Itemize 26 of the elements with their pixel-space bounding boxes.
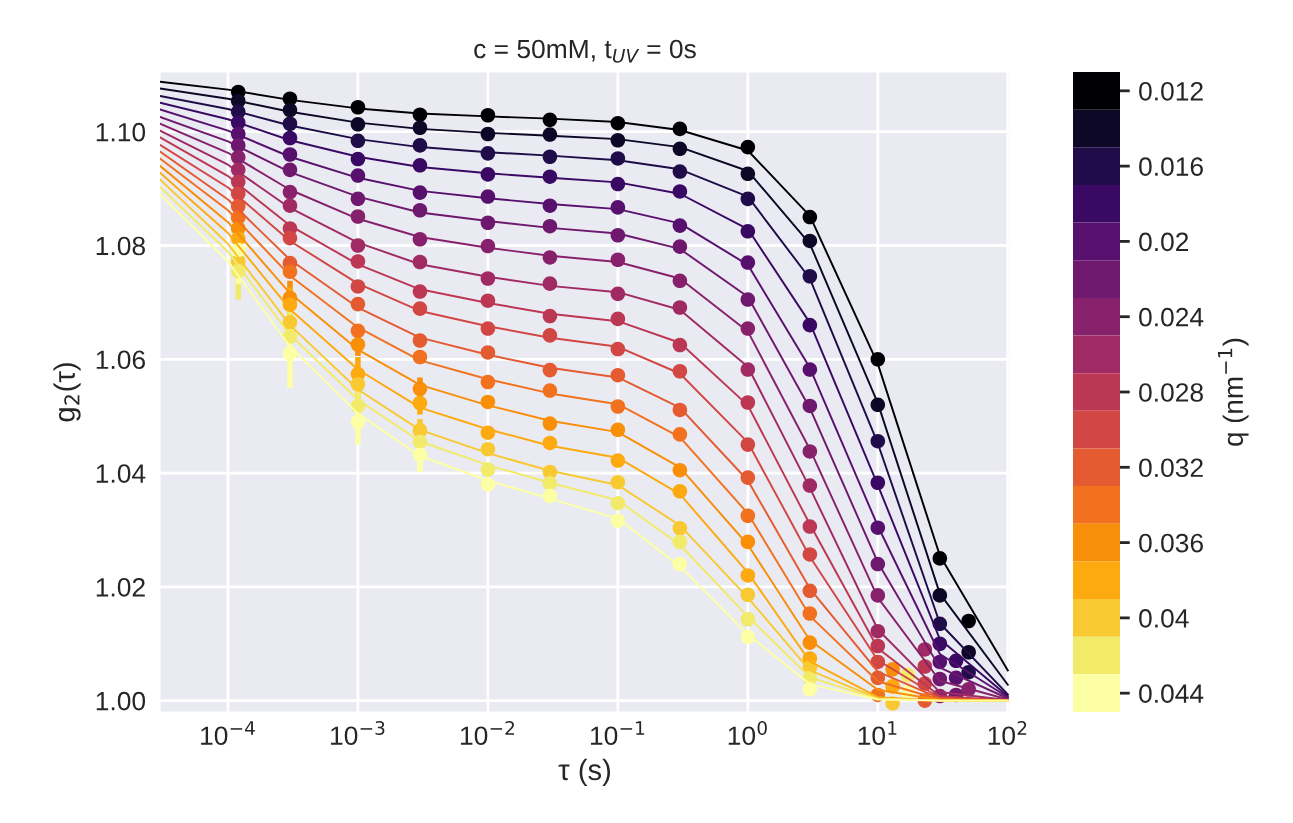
color-bar-label: 0.028 <box>1139 383 1203 402</box>
color-bar-title: q (nm$^{−1}$) <box>1217 338 1249 446</box>
y-tick-label: 1.04 <box>96 464 146 483</box>
color-bar-label: 0.024 <box>1139 307 1204 327</box>
y-axis-title: g$_{2}$(τ) <box>53 363 81 422</box>
y-tick-label: 1.06 <box>96 350 145 370</box>
x-tick-label: 10$^{−4}$ <box>201 721 255 746</box>
color-bar-label: 0.016 <box>1139 157 1203 176</box>
x-tick-label: 10$^{−3}$ <box>331 721 385 746</box>
color-bar-label: 0.036 <box>1139 533 1203 553</box>
color-bar-label: 0.04 <box>1139 609 1189 628</box>
x-axis-title: τ (s) <box>558 758 611 786</box>
y-tick-label: 1.02 <box>96 577 145 597</box>
x-tick-label: 10$^{−2}$ <box>461 721 514 746</box>
color-bar-label: 0.012 <box>1139 81 1203 101</box>
x-tick-label: 10$^{0}$ <box>728 721 767 746</box>
y-tick-label: 1.10 <box>96 122 146 142</box>
x-tick-label: 10$^{2}$ <box>988 721 1027 746</box>
color-bar-label: 0.032 <box>1139 458 1203 478</box>
color-bar-label: 0.044 <box>1139 684 1204 703</box>
y-tick-label: 1.08 <box>96 236 145 256</box>
chart-title: c = 50mM, t$_{UV}$ = 0s <box>474 39 696 63</box>
x-tick-label: 10$^{−1}$ <box>590 721 645 746</box>
y-tick-label: 1.00 <box>96 691 146 711</box>
x-tick-label: 10$^{1}$ <box>858 721 897 746</box>
color-bar-label: 0.02 <box>1139 232 1189 252</box>
